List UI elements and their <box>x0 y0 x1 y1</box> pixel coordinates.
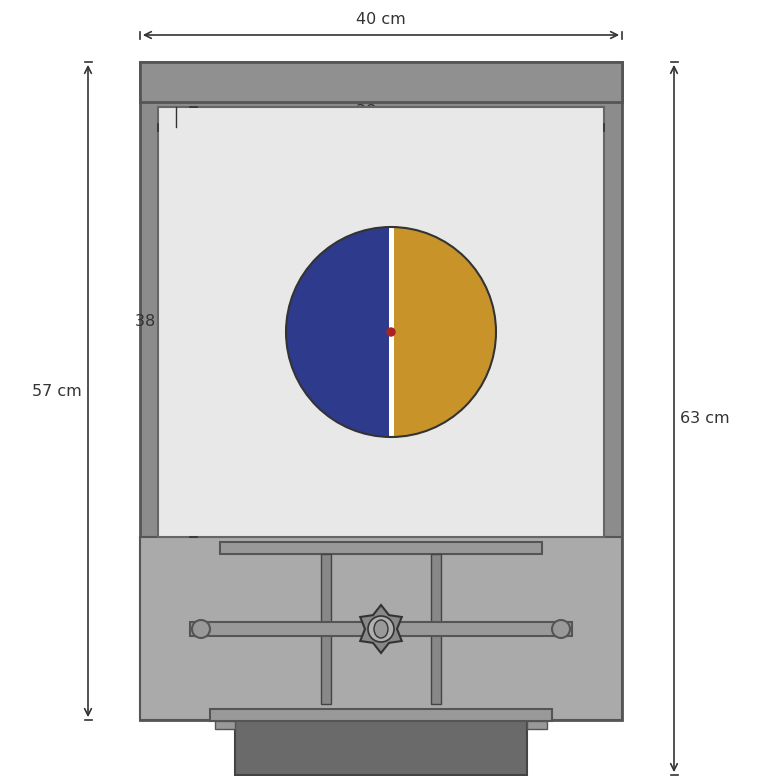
Polygon shape <box>360 605 402 653</box>
Bar <box>140 537 622 720</box>
Bar <box>158 107 604 537</box>
Circle shape <box>368 616 394 642</box>
Bar <box>389 227 394 437</box>
Text: 38 cm: 38 cm <box>135 314 185 330</box>
Bar <box>190 622 572 636</box>
Wedge shape <box>286 227 391 437</box>
Bar <box>235 720 527 775</box>
Bar <box>140 62 622 720</box>
Text: 40 cm: 40 cm <box>356 12 406 27</box>
Circle shape <box>387 328 395 336</box>
Text: 38 cm: 38 cm <box>356 104 406 119</box>
Bar <box>431 554 441 704</box>
Text: dia: 18 cm: dia: 18 cm <box>461 189 546 205</box>
Text: 63 cm: 63 cm <box>680 411 730 426</box>
Bar <box>140 62 622 102</box>
Bar <box>220 542 542 554</box>
Bar <box>321 554 331 704</box>
Bar <box>527 721 547 729</box>
Text: 57 cm: 57 cm <box>32 383 82 399</box>
Bar <box>210 709 552 721</box>
Bar <box>215 721 235 729</box>
Wedge shape <box>391 227 496 437</box>
Circle shape <box>192 620 210 638</box>
Ellipse shape <box>374 620 388 638</box>
Circle shape <box>552 620 570 638</box>
